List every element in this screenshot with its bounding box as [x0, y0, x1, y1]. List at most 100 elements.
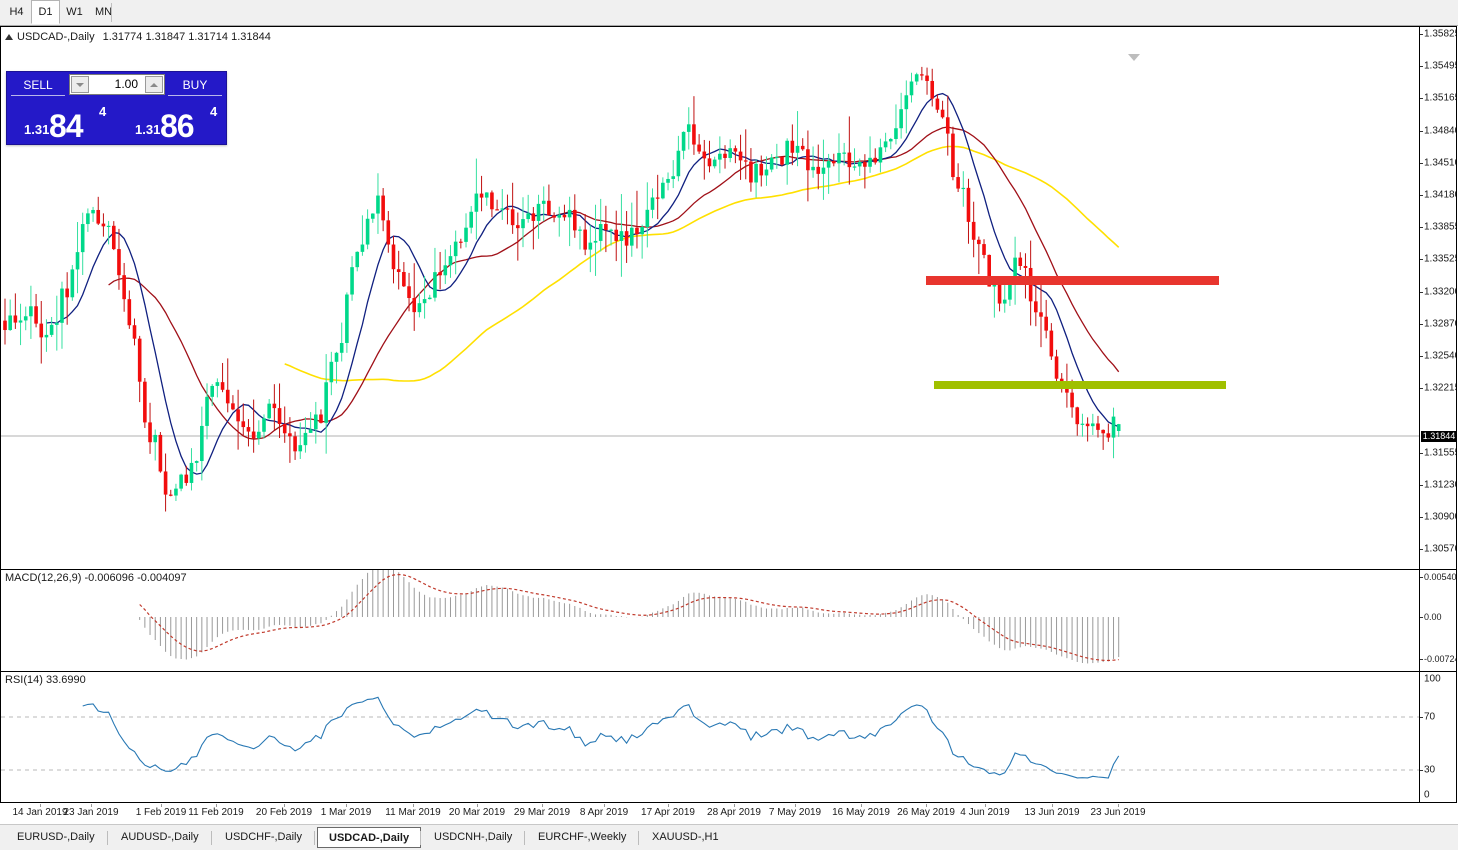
timeframe-button-h4[interactable]: H4: [9, 6, 24, 18]
price-tick-label: 1.33855: [1424, 221, 1456, 233]
volume-value[interactable]: 1.00: [114, 77, 138, 91]
date-tick-mark: [861, 804, 862, 807]
tab-separator: [524, 831, 525, 845]
rsi-axis: 100 70 30 0: [1419, 672, 1456, 802]
macd-tick-mark: [1420, 577, 1423, 578]
tab-separator: [420, 831, 421, 845]
price-tick-label: 1.32540: [1424, 350, 1456, 362]
tab-separator: [638, 831, 639, 845]
collapse-triangle-icon[interactable]: [5, 34, 13, 41]
price-tick-label: 1.30570: [1424, 543, 1456, 555]
macd-plot[interactable]: [1, 570, 1419, 671]
price-tick-label: 1.31230: [1424, 479, 1456, 491]
date-tick-mark: [161, 804, 162, 807]
date-tick-label: 14 Jan 2019: [12, 807, 68, 818]
date-tick-label: 7 May 2019: [768, 807, 822, 818]
one-click-trading-panel[interactable]: SELL 1.00 BUY 1.31 84 4 1.31 86 4: [6, 71, 227, 145]
price-tick-label: 1.33200: [1424, 286, 1456, 298]
date-tick-label: 26 May 2019: [897, 807, 955, 818]
price-tick-mark: [1420, 388, 1423, 389]
toolbar-separator: [111, 3, 112, 22]
sell-price-display[interactable]: 1.31 84 4: [9, 99, 114, 143]
sell-price-prefix: 1.31: [24, 122, 50, 137]
chart-area[interactable]: USDCAD-,Daily 1.31774 1.31847 1.31714 1.3…: [0, 26, 1457, 803]
price-tick-mark: [1420, 98, 1423, 99]
price-tick-mark: [1420, 292, 1423, 293]
chart-tab-usdcnh[interactable]: USDCNH-,Daily: [434, 831, 513, 843]
chart-tab-eurusd[interactable]: EURUSD-,Daily: [17, 831, 95, 843]
chart-tab-eurchf[interactable]: EURCHF-,Weekly: [538, 831, 627, 843]
price-axis[interactable]: 1.31844 1.35825 1.35495 1.35165 1.34840 1.34…: [1419, 27, 1456, 569]
volume-increase-button[interactable]: [145, 76, 163, 93]
timeframe-button-mn[interactable]: MN: [94, 6, 113, 18]
price-tick-mark: [1420, 549, 1423, 550]
timeframe-button-w1[interactable]: W1: [66, 6, 83, 18]
date-tick-label: 23 Jan 2019: [63, 807, 119, 818]
rsi-pane[interactable]: RSI(14) 33.6990 100 70 30 0: [1, 672, 1456, 802]
date-tick-label: 13 Jun 2019: [1024, 807, 1080, 818]
macd-tick-label: 0.005402: [1424, 572, 1456, 582]
tab-separator: [211, 831, 212, 845]
sell-button[interactable]: SELL: [11, 75, 65, 96]
rsi-plot[interactable]: [1, 672, 1419, 802]
date-tick-mark: [926, 804, 927, 807]
price-tick-label: 1.32870: [1424, 318, 1456, 330]
date-tick-label: 4 Jun 2019: [960, 807, 1010, 818]
price-pane[interactable]: USDCAD-,Daily 1.31774 1.31847 1.31714 1.3…: [1, 27, 1456, 570]
macd-label: MACD(12,26,9) -0.006096 -0.004097: [5, 572, 187, 584]
chart-tab-usdchf[interactable]: USDCHF-,Daily: [225, 831, 302, 843]
macd-tick-mark: [1420, 617, 1423, 618]
rsi-tick-label: 30: [1424, 764, 1436, 776]
macd-svg: [139, 570, 1120, 664]
macd-pane[interactable]: MACD(12,26,9) -0.006096 -0.004097 0.0054…: [1, 570, 1456, 672]
date-tick-label: 28 Apr 2019: [707, 807, 761, 818]
price-tick-mark: [1420, 259, 1423, 260]
chart-tab-audusd[interactable]: AUDUSD-,Daily: [121, 831, 199, 843]
date-tick-mark: [40, 804, 41, 807]
price-tick-mark: [1420, 517, 1423, 518]
price-plot[interactable]: [1, 27, 1419, 569]
date-axis: 14 Jan 2019 23 Jan 2019 1 Feb 2019 11 Feb 2…: [0, 804, 1458, 824]
price-tick-label: 1.30900: [1424, 511, 1456, 523]
chart-tab-usdcad[interactable]: USDCAD-,Daily: [317, 827, 422, 848]
price-tick-mark: [1420, 195, 1423, 196]
timeframe-toolbar: H4 D1 W1 MN: [0, 0, 1458, 26]
rsi-tick-mark: [1420, 770, 1423, 771]
date-tick-mark: [346, 804, 347, 807]
date-tick-label: 11 Mar 2019: [385, 807, 441, 818]
date-tick-label: 1 Mar 2019: [320, 807, 372, 818]
price-tick-mark: [1420, 485, 1423, 486]
date-tick-mark: [413, 804, 414, 807]
date-tick-label: 16 May 2019: [832, 807, 890, 818]
date-tick-label: 11 Feb 2019: [188, 807, 244, 818]
ocp-controls-row: SELL 1.00 BUY: [7, 72, 226, 98]
macd-tick-label: 0.00: [1424, 612, 1442, 622]
ohlc-values: 1.31774 1.31847 1.31714 1.31844: [102, 31, 271, 43]
volume-input[interactable]: 1.00: [69, 74, 165, 95]
macd-tick-mark: [1420, 659, 1423, 660]
date-tick-label: 23 Jun 2019: [1090, 807, 1146, 818]
chart-tab-xauusd[interactable]: XAUUSD-,H1: [652, 831, 719, 843]
date-tick-mark: [604, 804, 605, 807]
date-tick-mark: [668, 804, 669, 807]
date-tick-label: 20 Feb 2019: [255, 807, 313, 818]
volume-decrease-button[interactable]: [71, 76, 89, 93]
buy-button[interactable]: BUY: [168, 75, 222, 96]
price-tick-label: 1.35825: [1424, 28, 1456, 40]
macd-tick-label: -0.00724: [1424, 654, 1456, 664]
rsi-svg: [1, 696, 1419, 779]
price-tick-label: 1.33525: [1424, 253, 1456, 265]
rsi-tick-label: 0: [1424, 789, 1430, 801]
chart-tab-bar: EURUSD-,Daily AUDUSD-,Daily USDCHF-,Daily U…: [0, 824, 1458, 850]
rsi-tick-mark: [1420, 717, 1423, 718]
date-tick-mark: [795, 804, 796, 807]
date-tick-mark: [542, 804, 543, 807]
date-tick-label: 29 Mar 2019: [513, 807, 571, 818]
date-tick-mark: [216, 804, 217, 807]
buy-price-display[interactable]: 1.31 86 4: [117, 99, 222, 143]
macd-axis: 0.005402 0.00 -0.00724: [1419, 570, 1456, 671]
sell-price-point: 4: [99, 104, 107, 119]
timeframe-button-d1[interactable]: D1: [31, 0, 60, 24]
autoscroll-marker-icon[interactable]: [1128, 54, 1140, 61]
